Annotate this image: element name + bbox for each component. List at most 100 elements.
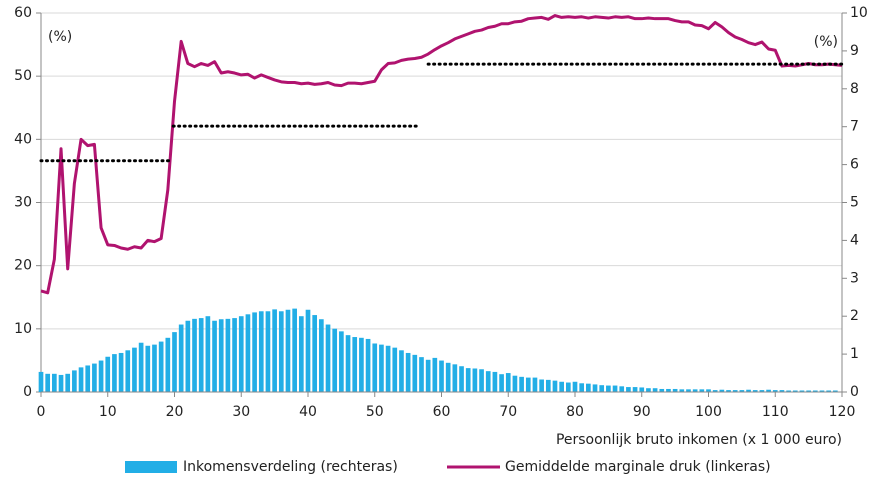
x-tick-label: 90	[633, 404, 651, 420]
bar	[292, 308, 297, 392]
bar	[545, 379, 551, 392]
y2-tick-label: 3	[850, 270, 859, 286]
x-tick-label: 70	[499, 404, 517, 420]
y-tick-label: 10	[14, 321, 32, 337]
bar	[332, 328, 338, 392]
bar	[305, 309, 311, 392]
y2-unit-label: (%)	[814, 34, 838, 50]
y2-tick-label: 4	[850, 232, 859, 248]
bar	[238, 316, 244, 392]
bar	[819, 390, 825, 392]
bar	[319, 319, 324, 392]
bar	[512, 375, 518, 392]
y2-tick-label: 5	[850, 195, 859, 211]
bar	[412, 354, 418, 392]
bar	[252, 312, 257, 392]
bar	[586, 383, 591, 392]
bar	[572, 381, 578, 392]
legend-label: Inkomensverdeling (rechteras)	[183, 459, 398, 475]
bar	[652, 388, 658, 392]
bar	[772, 390, 778, 392]
bar	[285, 309, 291, 392]
bar	[439, 360, 444, 392]
y2-tick-label: 9	[850, 43, 859, 59]
y2-tick-label: 7	[850, 119, 859, 135]
bar	[552, 380, 558, 392]
bar	[672, 388, 678, 392]
bar	[479, 369, 484, 392]
bar	[85, 365, 91, 392]
bar	[779, 390, 785, 392]
bar	[559, 381, 564, 392]
bar	[359, 337, 364, 392]
bar	[445, 362, 451, 392]
bar	[832, 390, 838, 392]
bar	[532, 377, 538, 392]
bar	[432, 357, 438, 392]
bar	[118, 352, 124, 392]
bar	[792, 390, 798, 392]
bar	[806, 390, 811, 392]
bar	[72, 370, 77, 392]
bar	[145, 345, 151, 392]
y2-tick-label: 0	[850, 384, 859, 400]
bar	[712, 390, 718, 392]
bar	[425, 359, 431, 392]
bar	[352, 337, 358, 392]
bar	[599, 385, 605, 392]
bar	[158, 341, 164, 392]
y-tick-label: 0	[23, 384, 32, 400]
bar	[499, 374, 504, 392]
bar	[666, 388, 671, 392]
bar	[686, 389, 691, 392]
bar	[339, 331, 344, 392]
bar	[385, 345, 391, 392]
bar	[205, 316, 211, 392]
bar	[626, 387, 631, 392]
y-unit-label: (%)	[48, 29, 72, 45]
x-axis-label: Persoonlijk bruto inkomen (x 1 000 euro)	[556, 432, 842, 448]
bar	[278, 311, 284, 392]
y2-tick-label: 2	[850, 308, 859, 324]
bar	[706, 389, 711, 392]
bar	[172, 332, 177, 392]
bar	[739, 390, 745, 392]
y-tick-label: 20	[14, 258, 32, 274]
bar	[752, 390, 758, 392]
bar	[619, 386, 625, 392]
y2-tick-label: 1	[850, 346, 859, 362]
bar	[38, 371, 44, 392]
bar	[298, 316, 304, 392]
bar	[826, 390, 831, 392]
bar	[639, 387, 645, 392]
bar	[579, 383, 585, 392]
bar	[45, 373, 51, 392]
y-tick-label: 60	[14, 5, 32, 21]
bar	[606, 385, 611, 392]
bar	[472, 368, 478, 392]
bar	[465, 368, 471, 392]
bar	[125, 350, 131, 392]
bar	[272, 309, 277, 392]
y-tick-label: 50	[14, 68, 32, 84]
bar	[786, 390, 791, 392]
x-tick-label: 40	[299, 404, 317, 420]
bar	[345, 335, 351, 392]
y-tick-label: 30	[14, 195, 32, 211]
legend-label: Gemiddelde marginale druk (linkeras)	[505, 459, 771, 475]
x-tick-label: 100	[695, 404, 722, 420]
bar	[105, 356, 111, 392]
bar	[565, 382, 571, 392]
bar	[98, 360, 104, 392]
bar	[405, 352, 411, 392]
x-tick-label: 0	[37, 404, 46, 420]
bar	[799, 390, 805, 392]
bar	[65, 373, 71, 392]
bar	[198, 318, 204, 392]
bar	[52, 373, 57, 392]
legend-swatch	[125, 461, 177, 473]
y-tick-label: 40	[14, 131, 32, 147]
bar	[165, 337, 171, 392]
bar	[632, 387, 638, 392]
